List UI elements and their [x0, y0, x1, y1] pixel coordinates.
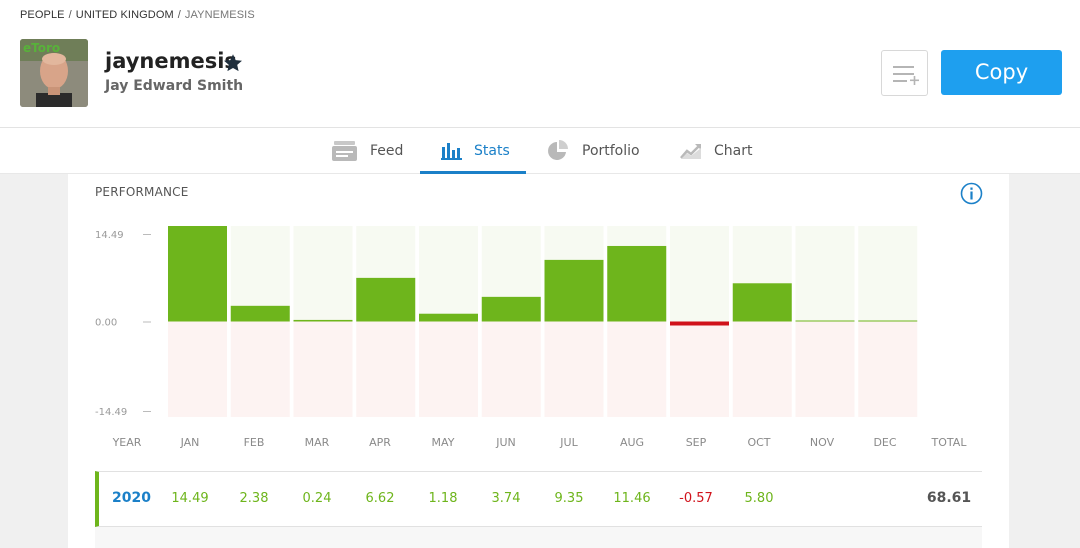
- month-cell: 6.62: [365, 491, 395, 506]
- breadcrumb-separator: /: [177, 9, 181, 21]
- line-chart-icon: [680, 142, 702, 160]
- username: jaynemesis: [105, 49, 237, 73]
- tab-chart[interactable]: Chart: [680, 128, 752, 174]
- month-cell: 2.38: [239, 491, 269, 506]
- bar-feb: [230, 305, 290, 322]
- tab-stats-label: Stats: [474, 143, 510, 159]
- y-tick-label: 14.49: [95, 230, 124, 241]
- month-cell: 1.18: [428, 491, 458, 506]
- y-tick-label: 0.00: [95, 318, 117, 329]
- bar-jul: [544, 259, 604, 322]
- watchlist-add-button[interactable]: [881, 50, 928, 96]
- month-cell: 9.35: [554, 491, 584, 506]
- month-cell: 11.46: [613, 491, 651, 506]
- breadcrumb-separator: /: [68, 9, 72, 21]
- positive-background: [795, 226, 855, 322]
- month-cell: 3.74: [491, 491, 521, 506]
- negative-background: [481, 321, 541, 417]
- pie-chart-icon: [546, 139, 570, 163]
- bar-aug: [607, 245, 667, 322]
- negative-background: [356, 321, 416, 417]
- svg-text:eToro: eToro: [23, 41, 60, 55]
- breadcrumb: PEOPLE / UNITED KINGDOM / JAYNEMESIS: [20, 9, 255, 21]
- performance-chart: 14.49 0.00 -14.49: [95, 226, 918, 418]
- breadcrumb-country[interactable]: UNITED KINGDOM: [75, 9, 174, 21]
- negative-background: [858, 321, 918, 417]
- positive-background: [293, 226, 353, 322]
- negative-background: [795, 321, 855, 417]
- table-row[interactable]: [95, 527, 982, 548]
- profile-header: PEOPLE / UNITED KINGDOM / JAYNEMESIS eToro j…: [0, 0, 1080, 128]
- year-cell[interactable]: 2020: [112, 490, 151, 506]
- negative-background: [230, 321, 290, 417]
- column-header-month: JAN: [180, 436, 200, 449]
- performance-table-header: YEAR JAN FEB MAR APR MAY JUN JUL AUG SEP…: [95, 436, 982, 452]
- bar-dec: [858, 320, 918, 322]
- bar-apr: [356, 277, 416, 322]
- negative-background: [732, 321, 792, 417]
- bar-mar: [293, 319, 353, 322]
- feed-icon: [331, 140, 358, 162]
- watchlist-add-icon: [893, 66, 919, 85]
- tab-feed[interactable]: Feed: [331, 128, 403, 174]
- bar-jan: [168, 226, 227, 322]
- bar-nov: [795, 320, 855, 322]
- tab-chart-label: Chart: [714, 143, 753, 159]
- tab-feed-label: Feed: [370, 143, 404, 159]
- breadcrumb-people[interactable]: PEOPLE: [20, 9, 65, 21]
- table-row[interactable]: 2020 14.49 2.38 0.24 6.62 1.18 3.74 9.35…: [95, 471, 982, 527]
- profile-tabs: Feed Stats Portfolio: [0, 128, 1080, 174]
- month-cell: -0.57: [679, 491, 713, 506]
- negative-background: [607, 321, 667, 417]
- positive-background: [670, 226, 729, 322]
- column-header-month: SEP: [685, 436, 707, 449]
- column-header-month: DEC: [873, 436, 897, 449]
- copy-button[interactable]: Copy: [941, 50, 1062, 95]
- y-tick-mark: [143, 234, 151, 235]
- negative-background: [544, 321, 604, 417]
- info-icon[interactable]: [960, 182, 983, 205]
- bar-chart-icon: [441, 142, 462, 160]
- negative-background: [168, 321, 227, 417]
- bar-jun: [481, 296, 541, 322]
- column-header-month: JUL: [560, 436, 578, 449]
- column-header-month: OCT: [747, 436, 771, 449]
- tab-stats[interactable]: Stats: [441, 128, 510, 174]
- column-header-month: JUN: [496, 436, 516, 449]
- positive-background: [858, 226, 918, 322]
- y-tick-mark: [143, 321, 151, 323]
- month-cell: 14.49: [171, 491, 209, 506]
- month-cell: 0.24: [302, 491, 332, 506]
- active-tab-indicator: [420, 171, 526, 174]
- tab-portfolio-label: Portfolio: [582, 143, 640, 159]
- bar-oct: [732, 283, 792, 322]
- breadcrumb-current: JAYNEMESIS: [184, 9, 255, 21]
- column-header-total: TOTAL: [931, 436, 967, 449]
- bar-sep: [670, 321, 729, 326]
- positive-background: [419, 226, 478, 322]
- column-header-month: APR: [369, 436, 391, 449]
- y-tick-label: -14.49: [95, 407, 127, 418]
- column-header-month: NOV: [809, 436, 835, 449]
- column-header-year: YEAR: [112, 436, 142, 449]
- tab-portfolio[interactable]: Portfolio: [546, 128, 640, 174]
- star-icon[interactable]: [222, 52, 244, 74]
- y-tick-mark: [143, 411, 151, 412]
- performance-title: PERFORMANCE: [95, 185, 189, 199]
- column-header-month: MAR: [304, 436, 330, 449]
- total-cell: 68.61: [926, 490, 972, 506]
- column-header-month: AUG: [619, 436, 645, 449]
- full-name: Jay Edward Smith: [105, 78, 244, 94]
- avatar: eToro: [20, 39, 88, 107]
- column-header-month: FEB: [243, 436, 265, 449]
- negative-background: [293, 321, 353, 417]
- negative-background: [670, 321, 729, 417]
- column-header-month: MAY: [431, 436, 455, 449]
- negative-background: [419, 321, 478, 417]
- positive-background: [230, 226, 290, 322]
- month-cell: 5.80: [744, 491, 774, 506]
- bar-may: [419, 313, 478, 322]
